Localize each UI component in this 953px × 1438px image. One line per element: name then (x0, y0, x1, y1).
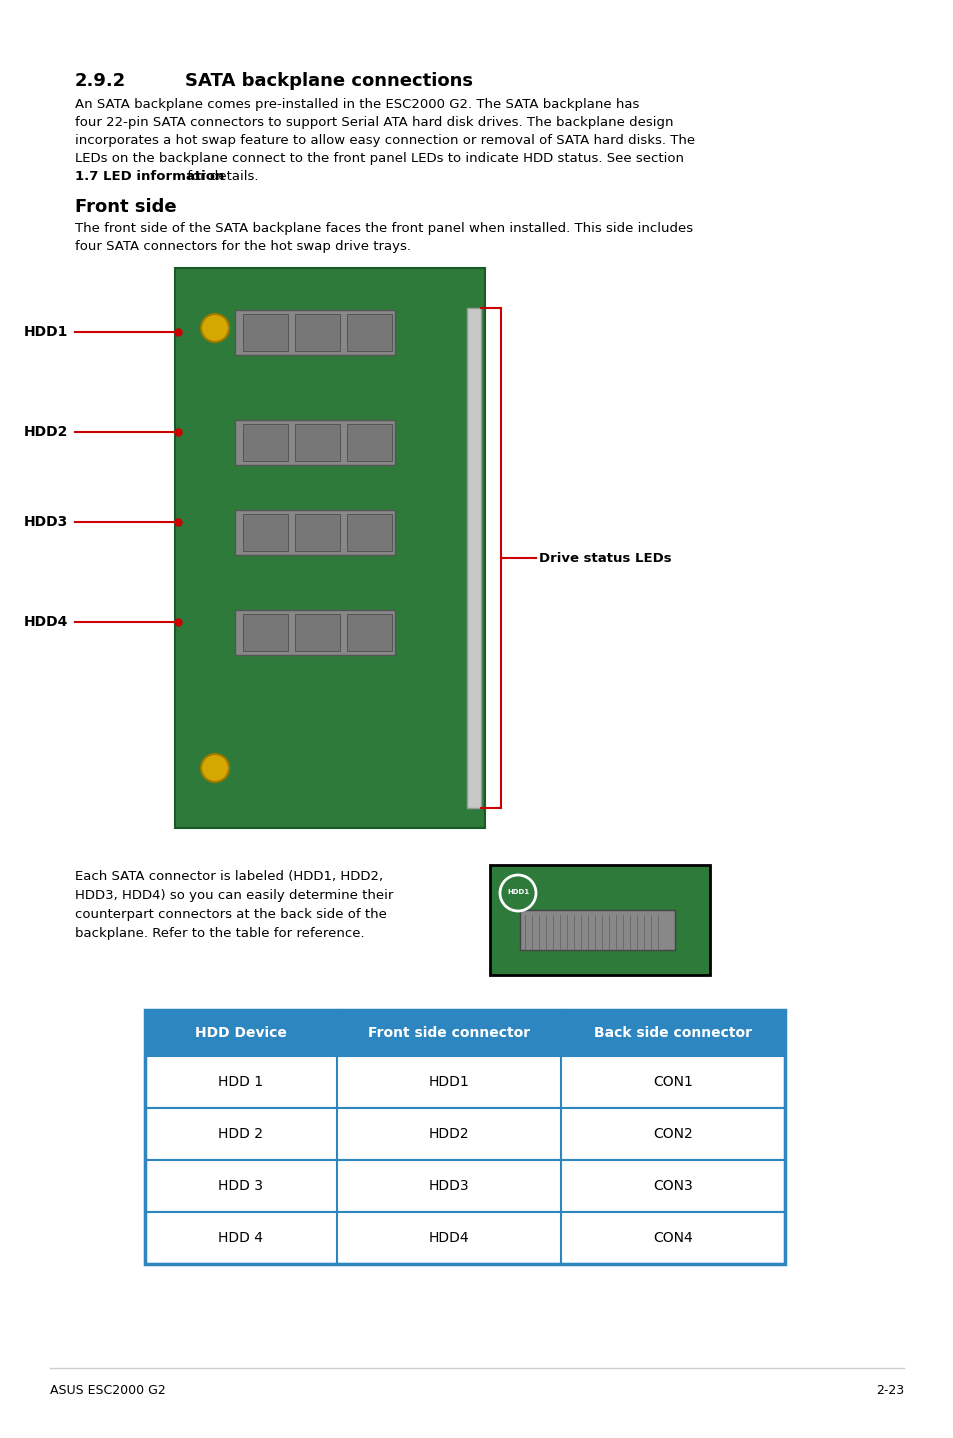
Bar (243, 313, 288, 351)
Bar (174, 267, 484, 828)
Bar (243, 513, 288, 551)
Text: HDD 3: HDD 3 (218, 1179, 263, 1194)
Bar (347, 313, 392, 351)
Text: Front side connector: Front side connector (368, 1025, 530, 1040)
Text: HDD1: HDD1 (506, 889, 529, 894)
Bar (243, 614, 288, 651)
Bar (145, 1212, 784, 1264)
Text: HDD2: HDD2 (428, 1127, 469, 1140)
Bar (347, 513, 392, 551)
Text: CON2: CON2 (653, 1127, 692, 1140)
Text: Front side: Front side (75, 198, 176, 216)
Bar (234, 420, 395, 464)
Text: An SATA backplane comes pre-installed in the ESC2000 G2. The SATA backplane has: An SATA backplane comes pre-installed in… (75, 98, 639, 111)
Circle shape (201, 313, 229, 342)
Bar (347, 424, 392, 462)
Text: 2.9.2: 2.9.2 (75, 72, 126, 91)
Bar (234, 510, 395, 555)
Bar (467, 308, 480, 808)
Text: HDD3: HDD3 (24, 515, 68, 529)
Text: HDD3: HDD3 (428, 1179, 469, 1194)
Text: HDD 2: HDD 2 (218, 1127, 263, 1140)
Bar (145, 1009, 784, 1264)
Text: four 22-pin SATA connectors to support Serial ATA hard disk drives. The backplan: four 22-pin SATA connectors to support S… (75, 116, 673, 129)
Bar (347, 614, 392, 651)
Bar (294, 424, 339, 462)
Text: Each SATA connector is labeled (HDD1, HDD2,: Each SATA connector is labeled (HDD1, HD… (75, 870, 383, 883)
Text: HDD4: HDD4 (24, 615, 68, 628)
Bar (294, 614, 339, 651)
Text: CON4: CON4 (653, 1231, 692, 1245)
Text: LEDs on the backplane connect to the front panel LEDs to indicate HDD status. Se: LEDs on the backplane connect to the fro… (75, 152, 683, 165)
Circle shape (201, 754, 229, 782)
Bar (145, 1055, 784, 1109)
Text: four SATA connectors for the hot swap drive trays.: four SATA connectors for the hot swap dr… (75, 240, 411, 253)
Bar (145, 1160, 784, 1212)
Bar (243, 424, 288, 462)
Bar (294, 313, 339, 351)
Text: Drive status LEDs: Drive status LEDs (538, 552, 671, 565)
Text: The front side of the SATA backplane faces the front panel when installed. This : The front side of the SATA backplane fac… (75, 221, 693, 234)
Text: for details.: for details. (183, 170, 258, 183)
Bar (145, 1009, 784, 1055)
Text: HDD3, HDD4) so you can easily determine their: HDD3, HDD4) so you can easily determine … (75, 889, 393, 902)
Text: backplane. Refer to the table for reference.: backplane. Refer to the table for refere… (75, 928, 364, 940)
Bar (234, 610, 395, 654)
Bar (519, 910, 675, 951)
Bar (490, 866, 709, 975)
Text: HDD 1: HDD 1 (218, 1076, 263, 1089)
Text: Back side connector: Back side connector (594, 1025, 751, 1040)
Text: HDD1: HDD1 (428, 1076, 469, 1089)
Text: HDD Device: HDD Device (194, 1025, 287, 1040)
Text: incorporates a hot swap feature to allow easy connection or removal of SATA hard: incorporates a hot swap feature to allow… (75, 134, 695, 147)
Text: 1.7 LED information: 1.7 LED information (75, 170, 224, 183)
Text: ASUS ESC2000 G2: ASUS ESC2000 G2 (50, 1383, 166, 1396)
Text: HDD4: HDD4 (428, 1231, 469, 1245)
Text: HDD 4: HDD 4 (218, 1231, 263, 1245)
Text: CON1: CON1 (653, 1076, 692, 1089)
Bar (234, 311, 395, 355)
Text: HDD2: HDD2 (24, 426, 68, 439)
Bar (294, 513, 339, 551)
Text: CON3: CON3 (653, 1179, 692, 1194)
Text: counterpart connectors at the back side of the: counterpart connectors at the back side … (75, 907, 387, 920)
Bar (145, 1109, 784, 1160)
Text: HDD1: HDD1 (24, 325, 68, 339)
Text: 2-23: 2-23 (875, 1383, 903, 1396)
Text: SATA backplane connections: SATA backplane connections (185, 72, 473, 91)
